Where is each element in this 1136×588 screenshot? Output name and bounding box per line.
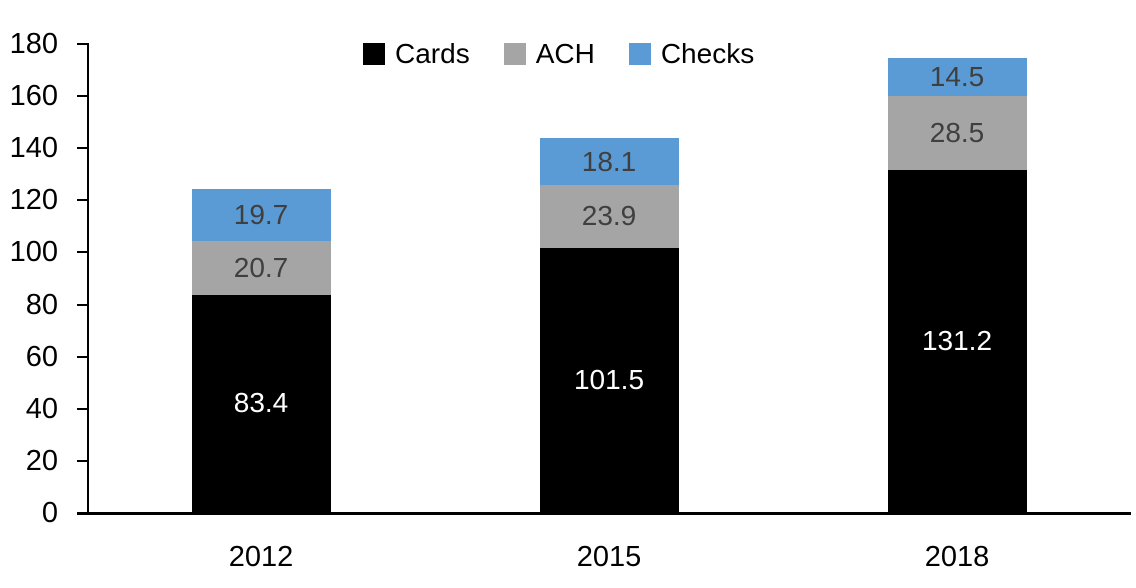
segment-checks-2018 — [887, 58, 1027, 96]
y-axis-tick — [77, 199, 87, 202]
legend-swatch-checks — [628, 43, 651, 65]
legend-item-checks: Checks — [628, 38, 755, 69]
value-label-cards-2018: 131.2 — [921, 325, 993, 357]
legend-swatch-cards — [363, 43, 385, 65]
legend-item-ach: ACH — [503, 38, 595, 69]
bar-2015: 101.5 23.9 18.1 — [539, 0, 679, 512]
value-label-checks-2015: 18.1 — [581, 145, 637, 177]
y-axis-tick — [77, 355, 87, 358]
segment-checks-2015 — [539, 138, 679, 186]
segment-ach-2012 — [191, 240, 331, 295]
y-axis-tick-label: 160 — [9, 80, 58, 113]
segment-checks-2012 — [191, 189, 331, 241]
x-axis-label-2018: 2018 — [924, 541, 990, 573]
segment-ach-2015 — [539, 185, 679, 248]
y-axis-tick-label: 60 — [25, 340, 58, 373]
y-axis-tick-label: 180 — [9, 28, 58, 60]
segment-cards-2015 — [539, 247, 679, 512]
x-axis-line — [77, 512, 1131, 515]
y-axis-tick-label: 80 — [25, 288, 58, 321]
y-axis-tick — [77, 512, 87, 514]
y-axis-tick — [77, 303, 87, 306]
segment-cards-2018 — [887, 170, 1027, 512]
y-axis-tick-label: 40 — [25, 392, 58, 425]
x-axis-label-2012: 2012 — [228, 541, 294, 573]
y-axis-tick-label: 120 — [9, 184, 58, 217]
y-axis-tick — [77, 147, 87, 150]
y-axis-tick — [77, 251, 87, 254]
y-axis-tick — [77, 407, 87, 410]
value-label-ach-2018: 28.5 — [929, 117, 985, 149]
value-label-cards-2015: 101.5 — [573, 363, 645, 395]
bar-2018: 131.2 28.5 14.5 — [887, 0, 1027, 512]
y-axis-tick-label: 20 — [25, 444, 58, 477]
segment-cards-2012 — [191, 294, 331, 512]
chart-legend: Cards ACH Checks — [363, 40, 754, 68]
legend-label-ach: ACH — [535, 38, 595, 69]
y-axis-tick — [77, 43, 87, 45]
bar-2012: 83.4 20.7 19.7 — [191, 0, 331, 512]
y-axis-line — [87, 43, 89, 515]
legend-swatch-ach — [503, 43, 526, 65]
value-label-cards-2012: 83.4 — [233, 387, 289, 419]
legend-item-cards: Cards — [363, 40, 470, 68]
value-label-ach-2015: 23.9 — [581, 200, 637, 232]
y-axis-tick — [77, 95, 87, 98]
y-axis-tick-label: 100 — [9, 236, 58, 269]
legend-label-checks: Checks — [660, 38, 755, 69]
y-axis-tick-label: 140 — [9, 132, 58, 165]
x-axis-label-2015: 2015 — [576, 541, 642, 573]
segment-ach-2018 — [887, 95, 1027, 171]
value-label-ach-2012: 20.7 — [233, 251, 289, 283]
y-axis-tick — [77, 459, 87, 462]
legend-label-cards: Cards — [395, 38, 470, 69]
y-axis-tick-label: 0 — [41, 497, 58, 529]
value-label-checks-2018: 14.5 — [929, 61, 985, 92]
value-label-checks-2012: 19.7 — [233, 199, 289, 231]
